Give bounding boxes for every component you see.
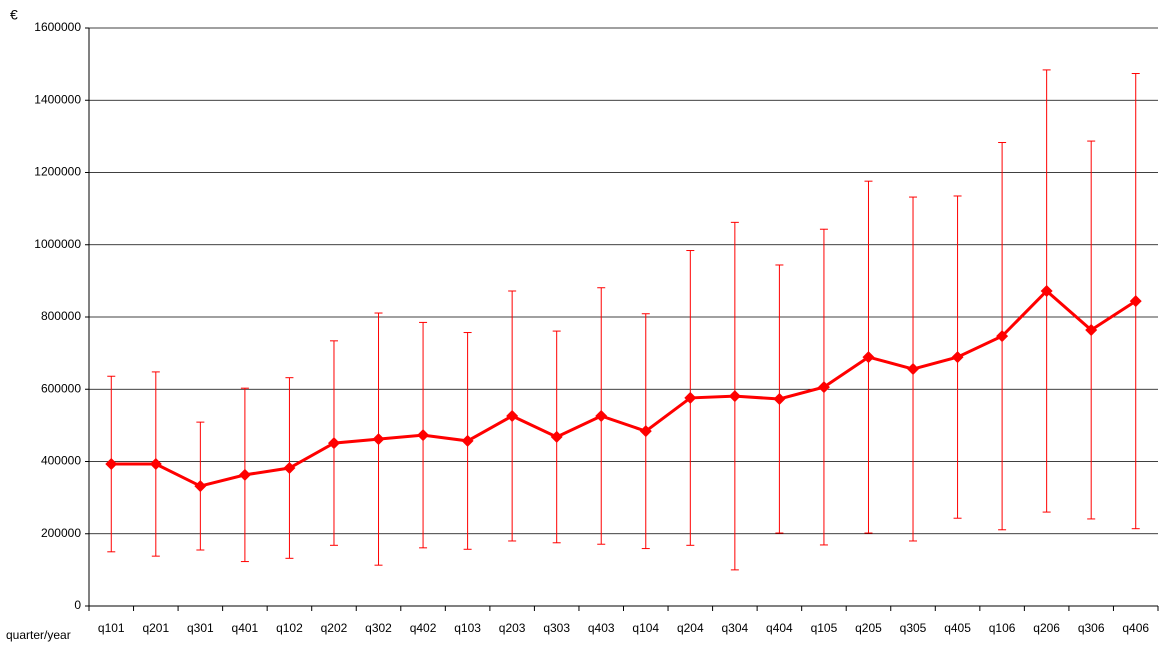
x-tick-label: q105: [811, 621, 838, 635]
x-tick-label: q305: [900, 621, 927, 635]
marker: [238, 468, 251, 481]
x-tick-label: q405: [944, 621, 971, 635]
marker: [327, 437, 340, 450]
marker: [773, 393, 786, 406]
marker: [283, 462, 296, 475]
series-line: [111, 288, 1137, 488]
marker: [1085, 324, 1098, 337]
x-tick-label: q303: [543, 621, 570, 635]
marker: [728, 390, 741, 403]
x-tick-label: q306: [1078, 621, 1105, 635]
x-tick-label: q204: [677, 621, 704, 635]
x-tick-label: q101: [98, 621, 125, 635]
marker: [417, 429, 430, 442]
marker: [550, 430, 563, 443]
y-tick-label: 1200000: [34, 165, 81, 179]
marker: [595, 409, 608, 422]
x-tick-label: q205: [855, 621, 882, 635]
x-tick-label: q401: [232, 621, 259, 635]
marker: [194, 480, 207, 493]
marker: [907, 363, 920, 376]
marker: [506, 409, 519, 422]
x-axis-label: quarter/year: [6, 628, 71, 642]
marker: [149, 458, 162, 471]
y-tick-label: 600000: [41, 381, 81, 395]
marker: [1040, 284, 1053, 297]
marker: [996, 330, 1009, 343]
marker: [461, 434, 474, 447]
x-tick-label: q104: [632, 621, 659, 635]
x-tick-label: q302: [365, 621, 392, 635]
x-tick-label: q202: [321, 621, 348, 635]
x-tick-label: q406: [1122, 621, 1149, 635]
x-tick-label: q403: [588, 621, 615, 635]
x-tick-label: q206: [1033, 621, 1060, 635]
y-tick-label: 200000: [41, 526, 81, 540]
x-tick-label: q203: [499, 621, 526, 635]
x-tick-label: q102: [276, 621, 303, 635]
x-tick-label: q201: [142, 621, 169, 635]
marker: [105, 458, 118, 471]
marker: [951, 351, 964, 364]
y-tick-label: 400000: [41, 454, 81, 468]
x-tick-label: q304: [722, 621, 749, 635]
marker: [372, 433, 385, 446]
marker: [1129, 295, 1142, 308]
marker: [862, 351, 875, 364]
y-tick-label: 1600000: [34, 20, 81, 34]
x-tick-label: q106: [989, 621, 1016, 635]
x-tick-label: q402: [410, 621, 437, 635]
marker: [639, 425, 652, 438]
y-tick-label: 1000000: [34, 237, 81, 251]
x-tick-label: q103: [454, 621, 481, 635]
x-tick-label: q404: [766, 621, 793, 635]
y-tick-label: 800000: [41, 309, 81, 323]
x-tick-label: q301: [187, 621, 214, 635]
y-axis-label: €: [10, 7, 18, 23]
y-tick-label: 0: [74, 598, 81, 612]
marker: [817, 381, 830, 394]
marker: [684, 391, 697, 404]
y-tick-label: 1400000: [34, 92, 81, 106]
